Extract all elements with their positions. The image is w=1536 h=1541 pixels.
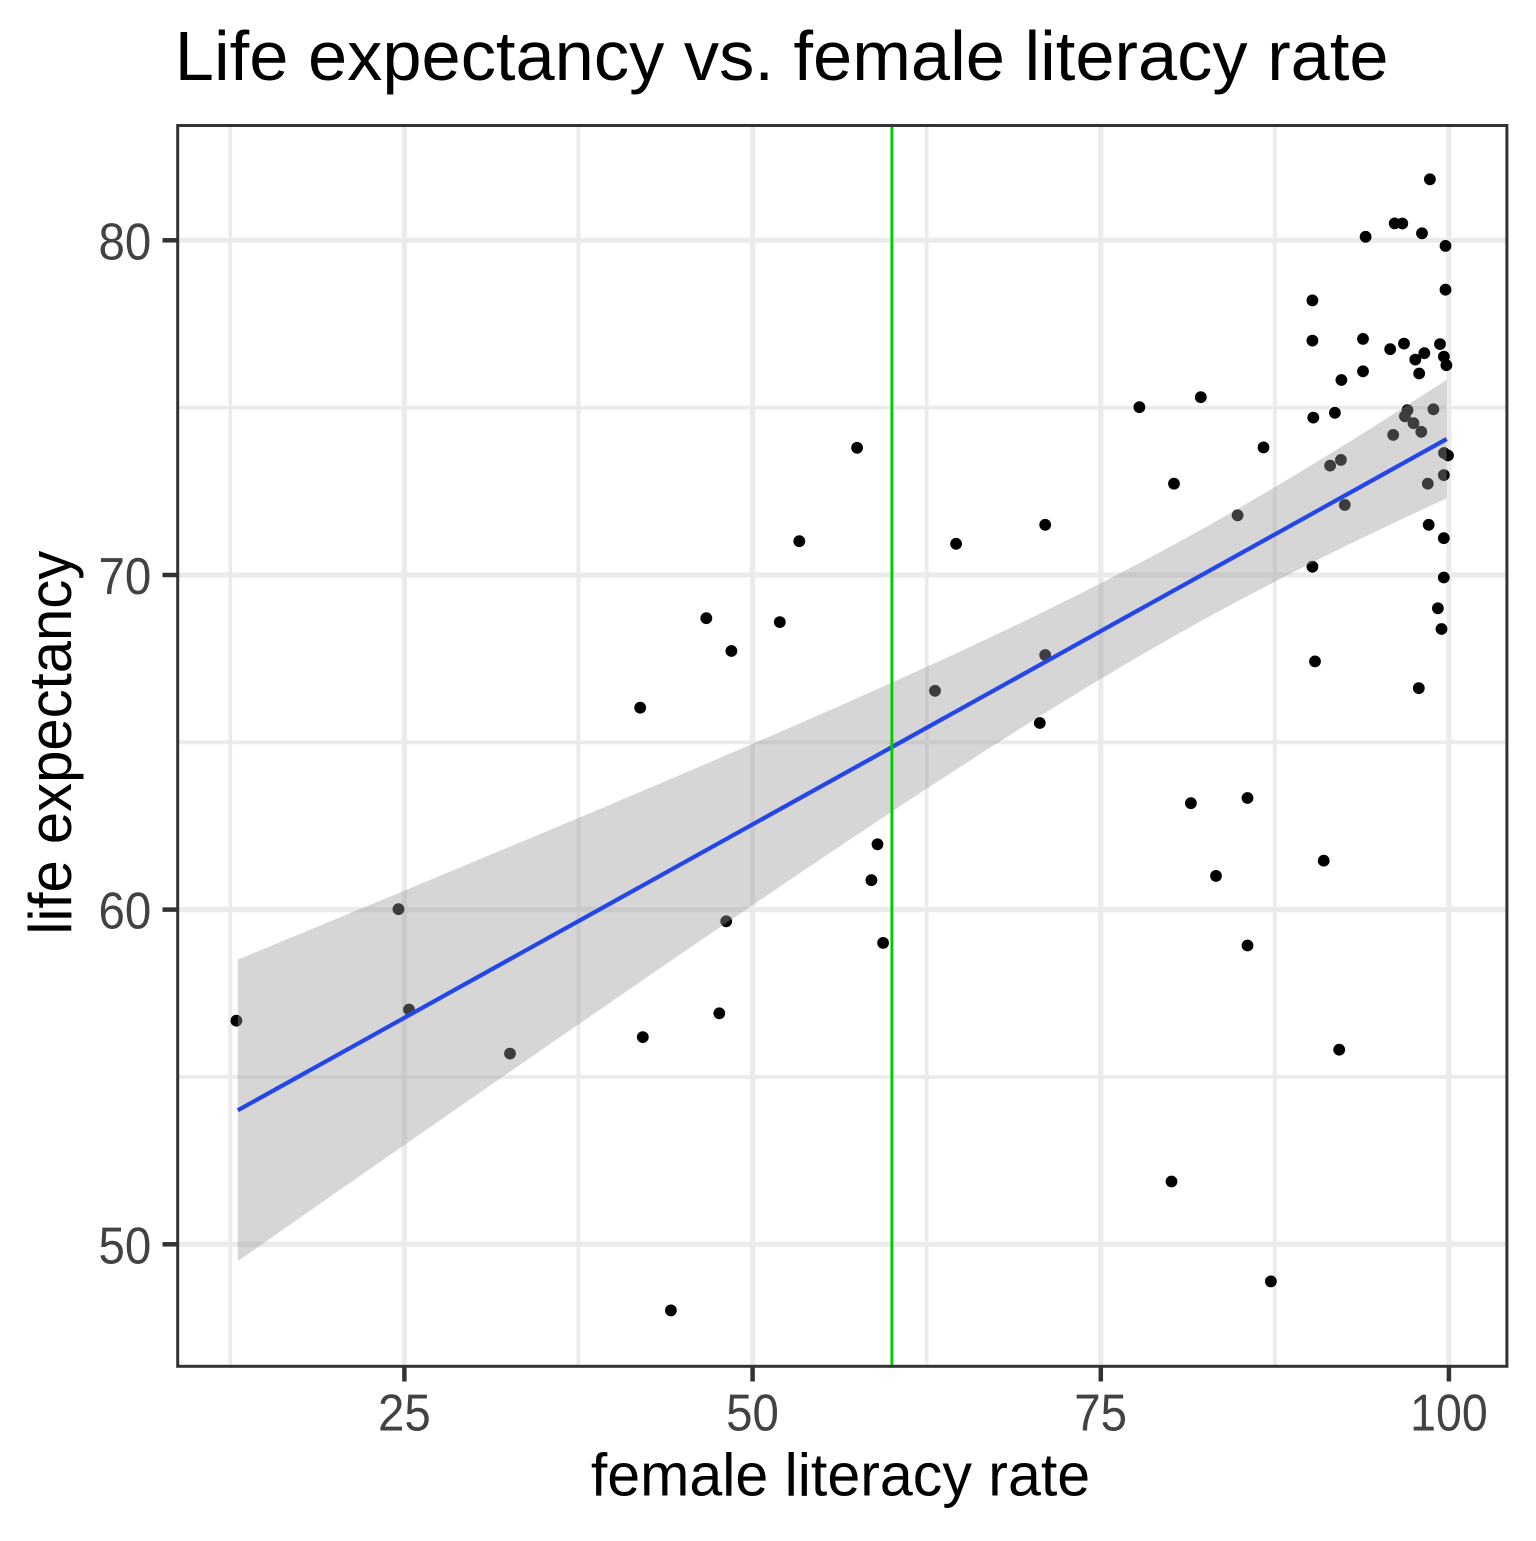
svg-text:60: 60 [98, 882, 151, 940]
svg-text:80: 80 [98, 212, 151, 270]
svg-text:female literacy rate: female literacy rate [591, 1440, 1090, 1508]
svg-text:100: 100 [1410, 1383, 1488, 1441]
svg-text:life expectancy: life expectancy [16, 550, 84, 935]
svg-text:50: 50 [726, 1383, 779, 1441]
svg-text:75: 75 [1074, 1383, 1127, 1441]
svg-text:25: 25 [378, 1383, 431, 1441]
svg-text:70: 70 [98, 547, 151, 605]
svg-text:50: 50 [98, 1216, 151, 1274]
svg-text:Life expectancy vs. female lit: Life expectancy vs. female literacy rate [175, 17, 1389, 95]
